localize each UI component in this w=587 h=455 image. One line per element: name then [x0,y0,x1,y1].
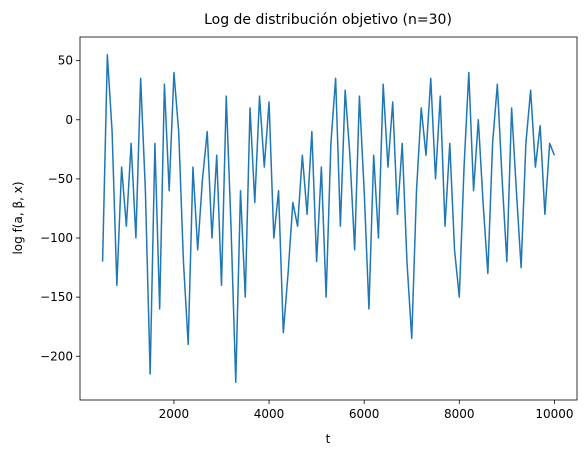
y-tick-label: −100 [40,231,73,245]
y-tick-label: −200 [40,349,73,363]
y-tick-label: −150 [40,290,73,304]
y-tick-label: 0 [65,113,73,127]
chart-title: Log de distribución objetivo (n=30) [204,12,452,28]
x-tick-label: 10000 [535,407,573,421]
x-tick-label: 2000 [159,407,190,421]
x-axis-label: t [326,432,331,446]
x-tick-label: 8000 [444,407,475,421]
y-tick-label: 50 [58,54,73,68]
x-tick-label: 6000 [349,407,380,421]
y-axis-label: log f(a, β, x) [11,181,25,254]
y-tick-label: −50 [48,172,73,186]
plot-frame [79,36,578,401]
x-tick-label: 4000 [254,407,285,421]
line-series [101,53,556,384]
